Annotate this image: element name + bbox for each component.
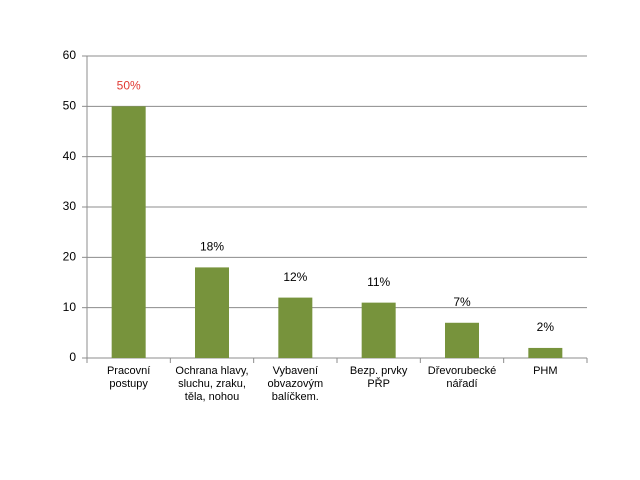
- value-label: 12%: [283, 270, 307, 284]
- y-tick-label: 10: [63, 300, 77, 314]
- x-tick-label: Ochrana hlavy, sluchu, zraku, těla, noho…: [175, 365, 249, 403]
- bar: [445, 322, 479, 358]
- bar: [195, 267, 229, 358]
- y-tick-label: 0: [69, 350, 76, 364]
- bar: [111, 106, 146, 358]
- x-tick-label: Dřevorubecké nářadí: [427, 365, 497, 390]
- x-tick-label: Vybavení obvazovým balíčkem.: [267, 365, 324, 403]
- y-tick-label: 30: [63, 199, 77, 213]
- value-label: 7%: [453, 295, 471, 309]
- value-label: 50%: [117, 79, 141, 93]
- bar: [361, 302, 396, 358]
- x-tick-label: Bezp. prvky PŘP: [349, 365, 408, 390]
- x-tick-label: Pracovní postupy: [106, 365, 151, 390]
- x-tick-label: PHM: [533, 365, 558, 377]
- y-tick-label: 20: [63, 250, 77, 264]
- y-tick-label: 60: [63, 48, 77, 62]
- bar: [528, 347, 563, 358]
- value-label: 11%: [367, 275, 390, 289]
- y-tick-label: 50: [63, 99, 77, 113]
- y-tick-label: 40: [63, 149, 77, 163]
- value-label: 18%: [200, 240, 224, 254]
- value-label: 2%: [537, 320, 555, 334]
- bar: [278, 297, 313, 358]
